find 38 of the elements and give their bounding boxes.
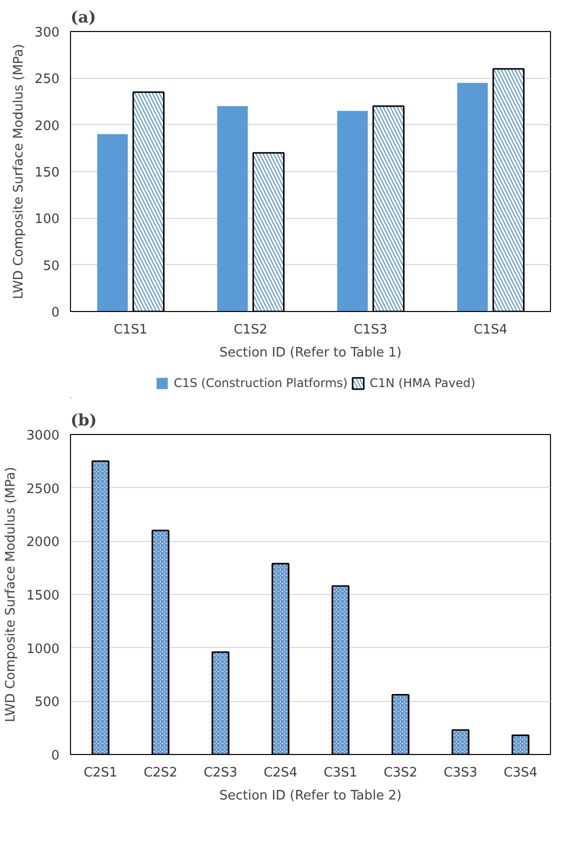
x-tick-label: C2S2 xyxy=(144,766,178,780)
y-tick-label: 0 xyxy=(51,748,60,764)
y-tick-label: 2500 xyxy=(26,482,60,497)
bar xyxy=(97,134,128,312)
bar xyxy=(217,106,248,312)
x-tick-label: C2S3 xyxy=(204,766,238,780)
y-tick-label: 100 xyxy=(34,212,60,228)
x-tick-label: C1S4 xyxy=(474,322,508,338)
y-axis-title: LWD Composite Surface Modulus (MPa) xyxy=(12,44,27,300)
x-tick-label: C3S1 xyxy=(324,766,358,780)
y-axis-title: LWD Composite Surface Modulus (MPa) xyxy=(3,466,18,722)
y-tick-label: 500 xyxy=(34,695,60,710)
legend-label: C1N (HMA Paved) xyxy=(370,376,476,390)
x-tick-label: C1S3 xyxy=(354,322,388,338)
y-tick-label: 50 xyxy=(42,258,60,274)
x-tick-label: C3S3 xyxy=(444,766,478,780)
y-tick-label: 3000 xyxy=(26,428,60,444)
y-tick-label: 150 xyxy=(34,166,60,180)
y-tick-label: 2000 xyxy=(26,535,60,550)
x-tick-label: C1S1 xyxy=(114,322,148,338)
y-tick-label: 1500 xyxy=(26,588,60,604)
y-tick-label: 200 xyxy=(34,118,60,134)
x-tick-label: C2S4 xyxy=(264,766,298,780)
y-tick-label: 300 xyxy=(34,26,60,40)
chart-title: (b) xyxy=(70,410,97,430)
x-axis-title: Section ID (Refer to Table 2) xyxy=(219,788,402,804)
bar xyxy=(457,82,488,312)
y-tick-label: 0 xyxy=(51,306,60,320)
x-tick-label: C3S4 xyxy=(504,766,538,780)
x-tick-label: C2S1 xyxy=(84,766,118,780)
legend-label: C1S (Construction Platforms) xyxy=(174,376,348,390)
y-tick-label: 1000 xyxy=(26,642,60,657)
y-tick-label: 250 xyxy=(34,72,60,88)
x-tick-label: C3S2 xyxy=(384,766,418,780)
x-tick-label: C1S2 xyxy=(234,322,268,338)
bar xyxy=(337,110,368,312)
chart-title: (a) xyxy=(70,8,96,26)
x-axis-title: Section ID (Refer to Table 1) xyxy=(219,346,402,360)
